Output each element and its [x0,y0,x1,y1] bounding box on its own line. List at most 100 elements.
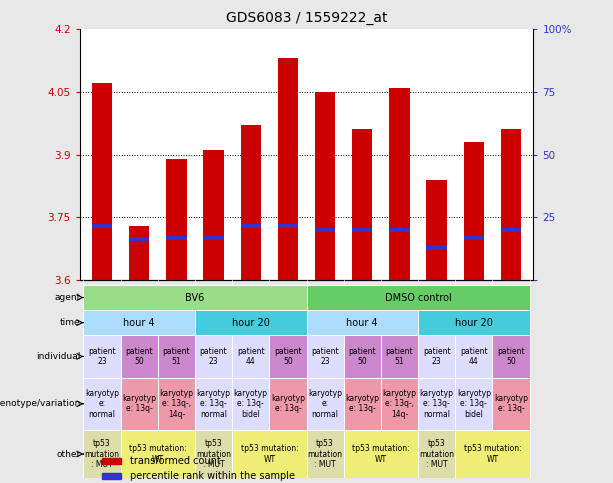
Text: hour 20: hour 20 [455,318,493,327]
Text: patient
23: patient 23 [200,347,227,366]
Bar [92,224,112,228]
Bar [195,310,306,335]
Bar [455,378,492,430]
Text: karyotyp
e: 13q-,
14q-: karyotyp e: 13q-, 14q- [383,389,416,419]
Bar [306,335,344,378]
Text: BV6: BV6 [185,293,205,302]
Bar [83,335,121,378]
Text: patient
50: patient 50 [274,347,302,366]
Text: tp53
mutation
: MUT: tp53 mutation : MUT [419,439,454,469]
Text: tp53 mutation:
WT: tp53 mutation: WT [352,444,409,464]
Bar [344,430,418,478]
Bar [166,159,186,280]
Bar [501,228,521,232]
Bar [278,58,298,280]
Bar [121,430,195,478]
Text: tp53
mutation
: MUT: tp53 mutation : MUT [196,439,231,469]
Bar [418,430,455,478]
Bar [501,129,521,280]
Bar [232,335,269,378]
Text: karyotyp
e: 13q-
bidel: karyotyp e: 13q- bidel [234,389,268,419]
Bar [418,335,455,378]
Bar [352,228,373,232]
Bar [195,335,232,378]
Bar [83,285,306,310]
Bar [195,378,232,430]
Bar [269,335,306,378]
Text: karyotyp
e: 13q-: karyotyp e: 13q- [345,394,379,413]
Text: karyotyp
e:
normal: karyotyp e: normal [85,389,119,419]
Bar [455,335,492,378]
Bar [232,378,269,430]
Bar [166,236,186,241]
Bar [344,378,381,430]
Bar [240,224,261,228]
Bar [240,125,261,280]
Text: patient
50: patient 50 [348,347,376,366]
Bar [381,335,418,378]
Text: patient
51: patient 51 [162,347,190,366]
Text: karyotyp
e: 13q-
normal: karyotyp e: 13q- normal [197,389,230,419]
Bar [315,92,335,280]
Text: patient
23: patient 23 [311,347,339,366]
Bar [389,87,409,280]
Bar [83,310,195,335]
Text: karyotyp
e: 13q-
bidel: karyotyp e: 13q- bidel [457,389,491,419]
Text: karyotyp
e:
normal: karyotyp e: normal [308,389,342,419]
Text: karyotyp
e: 13q-: karyotyp e: 13q- [271,394,305,413]
Text: DMSO control: DMSO control [385,293,451,302]
Text: karyotyp
e: 13q-
normal: karyotyp e: 13q- normal [420,389,454,419]
Bar [315,228,335,232]
Text: karyotyp
e: 13q-: karyotyp e: 13q- [122,394,156,413]
Text: patient
44: patient 44 [237,347,265,366]
Bar [129,226,150,280]
Bar [232,430,306,478]
Bar [195,430,232,478]
Bar [306,310,418,335]
Text: individual: individual [36,352,80,361]
Text: percentile rank within the sample: percentile rank within the sample [129,471,295,481]
Text: patient
23: patient 23 [88,347,116,366]
Bar [427,180,447,280]
Bar [102,458,121,464]
Text: hour 4: hour 4 [346,318,378,327]
Bar [418,310,530,335]
Text: patient
50: patient 50 [497,347,525,366]
Bar [492,335,530,378]
Bar [92,84,112,280]
Bar [204,150,224,280]
Bar [306,285,530,310]
Bar [389,228,409,232]
Text: agent: agent [54,293,80,302]
Text: karyotyp
e: 13q-,
14q-: karyotyp e: 13q-, 14q- [159,389,193,419]
Bar [418,378,455,430]
Text: patient
51: patient 51 [386,347,413,366]
Text: patient
23: patient 23 [423,347,451,366]
Bar [129,237,150,241]
Text: transformed count: transformed count [129,456,220,466]
Bar [463,236,484,241]
Bar [102,473,121,479]
Bar [455,430,530,478]
Bar [158,378,195,430]
Bar [492,378,530,430]
Bar [158,335,195,378]
Bar [83,378,121,430]
Bar [427,245,447,250]
Text: tp53 mutation:
WT: tp53 mutation: WT [240,444,298,464]
Text: patient
44: patient 44 [460,347,487,366]
Text: hour 4: hour 4 [123,318,155,327]
Bar [204,236,224,241]
Text: tp53 mutation:
WT: tp53 mutation: WT [463,444,521,464]
Text: genotype/variation: genotype/variation [0,399,80,408]
Bar [306,378,344,430]
Text: other: other [56,450,80,458]
Bar [278,224,298,228]
Bar [121,335,158,378]
Text: patient
50: patient 50 [126,347,153,366]
Title: GDS6083 / 1559222_at: GDS6083 / 1559222_at [226,11,387,25]
Text: tp53 mutation:
WT: tp53 mutation: WT [129,444,186,464]
Text: hour 20: hour 20 [232,318,270,327]
Bar [306,430,344,478]
Bar [381,378,418,430]
